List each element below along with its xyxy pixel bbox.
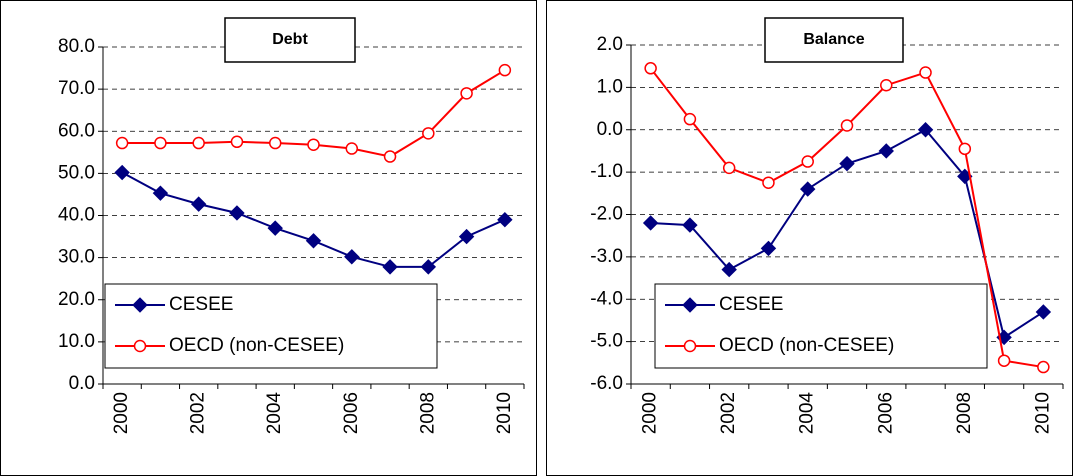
point <box>917 122 934 138</box>
y-tick-label: -1.0 <box>590 161 623 182</box>
chart-frame <box>546 0 1073 476</box>
y-tick-label: -2.0 <box>590 204 623 225</box>
point <box>420 259 437 275</box>
legend <box>654 283 988 369</box>
point <box>839 155 855 172</box>
x-tick-label: 2006 <box>875 392 896 434</box>
point <box>152 185 169 201</box>
y-tick-label: -6.0 <box>590 373 623 394</box>
point <box>190 196 207 212</box>
chart-title: Balance <box>803 31 864 48</box>
y-tick-label: 60.0 <box>58 120 95 141</box>
y-tick-label: 10.0 <box>58 331 95 352</box>
point <box>762 176 775 189</box>
x-tick-label: 2000 <box>111 392 132 434</box>
title-box <box>764 17 904 63</box>
point <box>958 142 972 156</box>
point <box>760 240 777 257</box>
y-tick-label: 0.0 <box>69 373 95 394</box>
point <box>344 249 360 265</box>
x-tick-label: 2004 <box>264 392 285 435</box>
y-tick-label: 20.0 <box>58 289 95 310</box>
x-tick-label: 2006 <box>341 392 362 434</box>
y-tick-label: 40.0 <box>58 205 95 226</box>
point <box>1037 360 1050 374</box>
point <box>133 339 147 353</box>
x-tick-label: 2000 <box>640 392 661 434</box>
point <box>229 205 245 221</box>
point <box>268 136 282 150</box>
x-tick-label: 2002 <box>718 392 739 434</box>
title-box <box>224 17 356 63</box>
point <box>422 127 435 140</box>
point <box>682 217 698 233</box>
legend-label: OECD (non-CESEE) <box>169 335 344 356</box>
point <box>498 63 512 77</box>
y-tick-label: -5.0 <box>590 331 623 352</box>
point <box>382 259 398 275</box>
point <box>305 233 322 249</box>
point <box>683 339 697 353</box>
point <box>682 297 698 313</box>
legend <box>104 283 438 369</box>
y-tick-label: 2.0 <box>597 34 623 55</box>
point <box>345 142 359 155</box>
point <box>683 112 697 126</box>
point <box>154 136 167 150</box>
point <box>132 297 148 313</box>
point <box>230 135 244 149</box>
y-tick-label: 70.0 <box>58 78 95 99</box>
point <box>878 143 894 159</box>
point <box>721 261 737 278</box>
point <box>642 215 659 231</box>
y-tick-label: 50.0 <box>58 162 95 183</box>
point <box>460 87 473 100</box>
x-tick-label: 2004 <box>797 392 818 435</box>
point <box>1035 304 1052 320</box>
point <box>919 66 932 79</box>
legend-label: CESEE <box>719 294 783 315</box>
point <box>840 119 854 132</box>
x-tick-label: 2002 <box>188 392 209 434</box>
legend-label: OECD (non-CESEE) <box>719 335 894 356</box>
point <box>997 354 1011 367</box>
point <box>880 79 893 92</box>
point <box>722 161 736 175</box>
point <box>114 164 130 181</box>
point <box>497 212 513 228</box>
y-tick-label: -4.0 <box>590 288 623 309</box>
legend-label: CESEE <box>169 294 233 315</box>
point <box>800 181 816 197</box>
y-tick-label: 30.0 <box>58 247 95 268</box>
point <box>267 220 283 236</box>
y-tick-label: 80.0 <box>58 36 95 57</box>
chart-title: Debt <box>272 31 308 48</box>
point <box>644 62 657 75</box>
x-tick-label: 2008 <box>954 392 975 434</box>
point <box>383 150 397 163</box>
x-tick-label: 2010 <box>1032 392 1053 434</box>
chart-frame <box>0 0 537 476</box>
y-tick-label: 0.0 <box>597 119 623 140</box>
x-tick-label: 2008 <box>417 392 438 434</box>
y-tick-label: 1.0 <box>597 76 623 97</box>
x-tick-label: 2010 <box>494 392 515 434</box>
point <box>801 155 814 168</box>
point <box>307 138 320 151</box>
y-tick-label: -3.0 <box>590 246 623 267</box>
point <box>192 136 205 150</box>
point <box>458 228 475 245</box>
point <box>115 136 129 150</box>
